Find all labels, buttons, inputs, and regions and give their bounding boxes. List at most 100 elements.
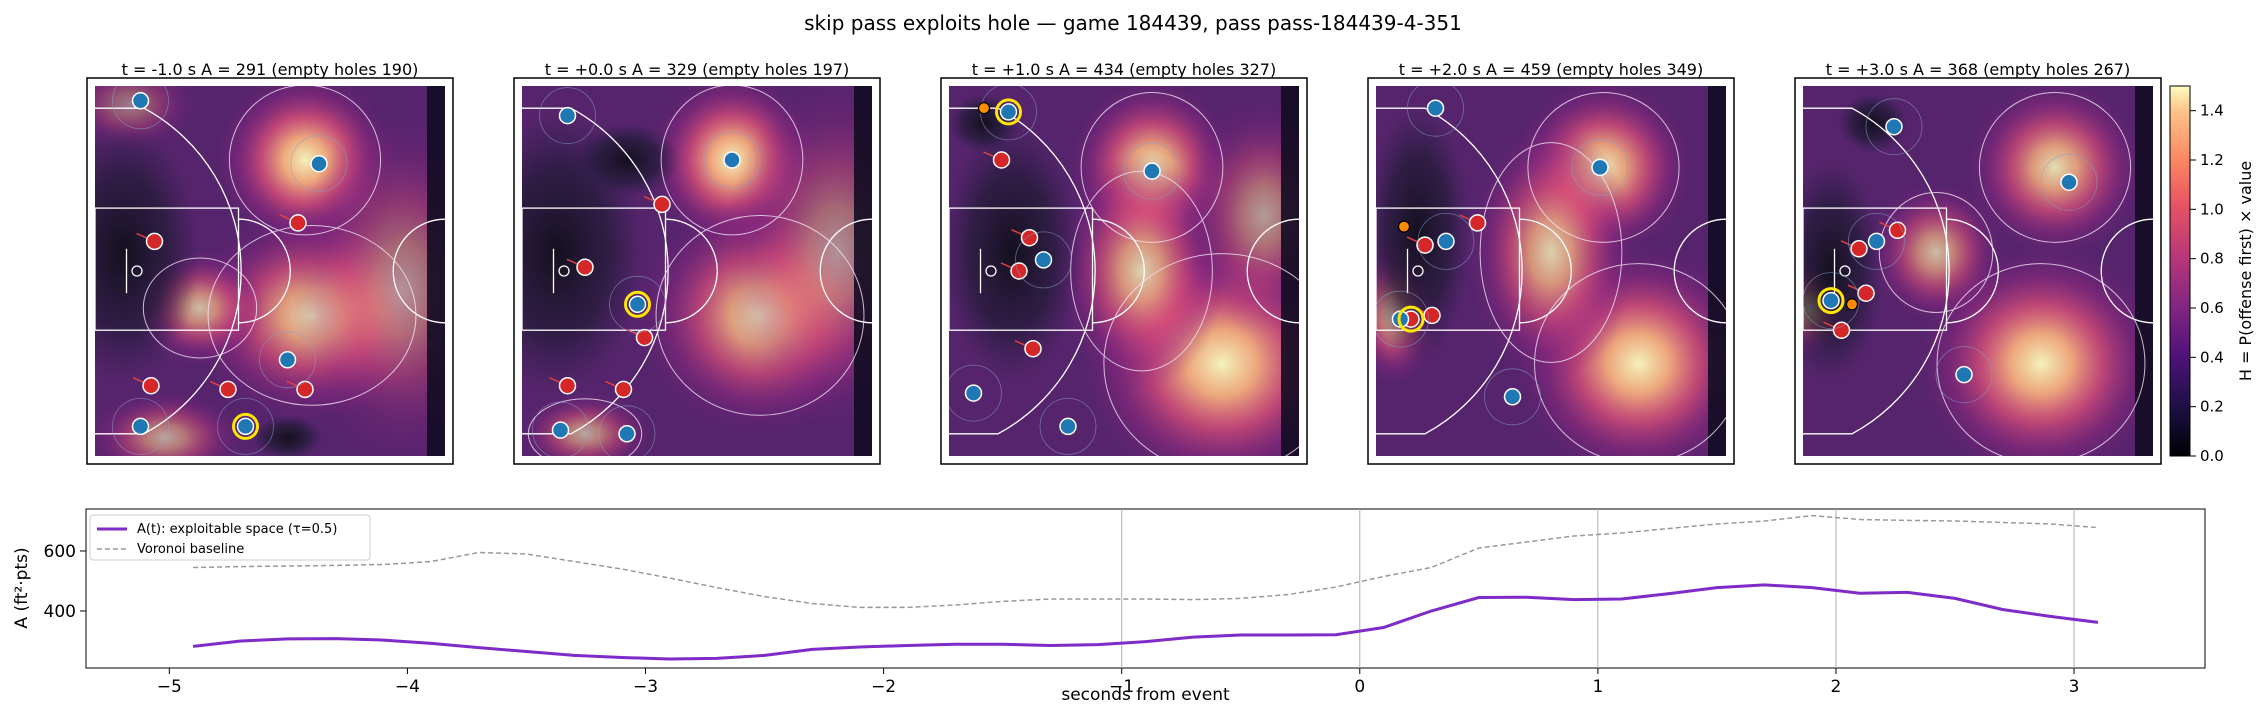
- offense-range-ring: [112, 397, 169, 455]
- out-of-bounds-band: [2135, 86, 2153, 456]
- offense-range-ring: [703, 131, 761, 189]
- defender-marker: [558, 376, 577, 395]
- offense-range-ring: [1376, 290, 1429, 348]
- contour: [228, 86, 382, 236]
- offense-marker: [551, 421, 570, 439]
- offense-marker: [1034, 251, 1053, 269]
- offense-range-ring: [1848, 212, 1905, 270]
- offense-marker: [1503, 388, 1522, 406]
- offense-range-ring: [1123, 142, 1181, 200]
- y-axis-label: A (ft²·pts): [12, 547, 32, 628]
- panel-frame: [940, 77, 1308, 465]
- heatmap-coldspot: [1376, 104, 1471, 364]
- defender-marker: [1423, 306, 1441, 325]
- ball-carrier-highlight: [1397, 305, 1425, 333]
- defender-marker: [1020, 228, 1039, 247]
- offense-range-ring: [259, 331, 316, 389]
- colorbar-tick-label: 0.6: [2200, 299, 2224, 317]
- offense-marker: [999, 103, 1018, 121]
- defender-marker: [289, 214, 307, 232]
- contour: [1534, 263, 1726, 456]
- heatmap-hotspot: [95, 390, 244, 456]
- contour: [1103, 253, 1299, 456]
- offense-range-ring: [1571, 139, 1629, 196]
- x-tick-label: −2: [871, 677, 896, 697]
- offense-range-ring: [1865, 98, 1923, 156]
- legend-box: [89, 514, 371, 561]
- offense-range-ring: [290, 135, 348, 193]
- panel-title: t = +3.0 s A = 368 (empty holes 267): [1826, 60, 2130, 79]
- offense-range-ring: [598, 405, 656, 456]
- contour: [1527, 91, 1680, 243]
- offense-range-ring: [539, 87, 596, 145]
- figure-title: skip pass exploits hole — game 184439, p…: [804, 11, 1462, 35]
- out-of-bounds-band: [1281, 86, 1299, 456]
- defender-marker: [1468, 214, 1487, 232]
- colorbar-tick-label: 1.2: [2200, 151, 2224, 169]
- contour: [1978, 91, 2132, 243]
- offense-range-ring: [1935, 346, 1993, 404]
- out-of-bounds-band: [854, 86, 872, 456]
- offense-marker: [1591, 158, 1609, 177]
- defender-marker: [1888, 221, 1907, 240]
- panel-2: t = +0.0 s A = 329 (empty holes 197): [513, 60, 881, 465]
- contour-lines: [1878, 91, 2146, 456]
- offense-marker: [1955, 365, 1973, 384]
- plot-frame: [85, 508, 2206, 669]
- offense-range-ring: [949, 364, 1002, 422]
- center-circle: [392, 218, 445, 324]
- paint-box: [949, 207, 1094, 331]
- ball-marker: [977, 102, 991, 115]
- panel-frame: [513, 77, 881, 465]
- y-tick-label: 600: [44, 542, 76, 562]
- ball-marker: [1845, 298, 1859, 311]
- offense-range-ring: [1039, 397, 1097, 455]
- offense-marker: [236, 417, 255, 436]
- offense-range-ring: [609, 275, 666, 333]
- x-tick-label: −5: [157, 677, 182, 697]
- legend: A(t): exploitable space (τ=0.5) Voronoi …: [89, 514, 371, 561]
- series-area-line: [192, 583, 2099, 661]
- legend-label-area: A(t): exploitable space (τ=0.5): [137, 522, 337, 537]
- offense-marker: [628, 295, 647, 314]
- heatmap-hotspot: [725, 86, 872, 431]
- offense-marker: [558, 106, 577, 125]
- contour: [1479, 142, 1623, 363]
- offense-range-ring: [217, 397, 274, 455]
- colorbar-tick-label: 1.4: [2200, 102, 2224, 120]
- panel-frame: [1794, 77, 2162, 465]
- offense-range-ring: [112, 86, 169, 130]
- defender-marker: [296, 380, 314, 399]
- x-axis-label: seconds from event: [1061, 685, 1230, 705]
- heatmap-hotspot: [291, 111, 445, 456]
- contour: [1878, 192, 1994, 313]
- free-throw-circle: [1946, 218, 1999, 324]
- heatmap-hotspot: [1180, 97, 1299, 334]
- contour-lines: [1479, 91, 1726, 456]
- ball-carrier-highlight: [995, 98, 1022, 126]
- defender-marker: [219, 380, 237, 399]
- defender-marker: [635, 328, 654, 347]
- offense-marker: [964, 384, 983, 402]
- colorbar: 0.0 0.2 0.4 0.6 0.8 1.0 1.2 1.4 H = P(offense f…: [2169, 85, 2255, 465]
- out-of-bounds-band: [1708, 86, 1726, 456]
- offense-marker: [618, 425, 636, 443]
- heatmap-coldspot: [949, 123, 1082, 382]
- ball-carrier-highlight: [624, 290, 651, 318]
- defender-marker: [576, 258, 594, 277]
- hoop: [1412, 265, 1424, 277]
- heatmap-coldspot: [574, 123, 680, 197]
- panel-1: t = -1.0 s A = 291 (empty holes 190): [86, 60, 454, 465]
- free-throw-circle: [238, 218, 291, 324]
- defender-marker: [1832, 321, 1851, 339]
- offense-marker: [1822, 291, 1840, 310]
- three-point-arc: [95, 107, 242, 435]
- center-circle: [1673, 218, 1726, 324]
- colorbar-tick-label: 1.0: [2200, 200, 2224, 218]
- hoop: [985, 265, 997, 277]
- offense-marker: [2060, 173, 2078, 191]
- heatmap-hotspot: [1868, 181, 2004, 324]
- offense-marker: [1437, 232, 1455, 251]
